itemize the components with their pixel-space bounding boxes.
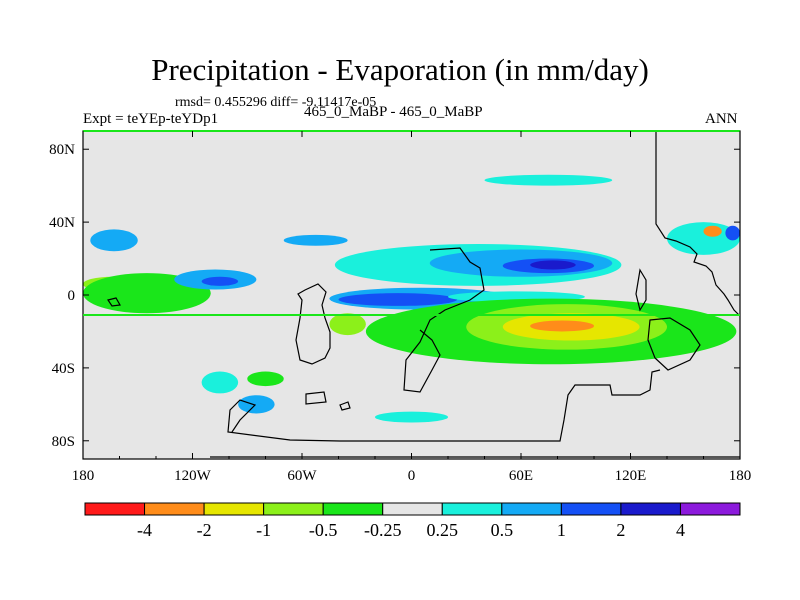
contour-region [667,222,740,255]
x-tick-label: 120E [615,468,647,484]
colorbar-label: 0.25 [427,520,459,540]
colorbar-label: -1 [256,520,271,540]
x-axis-ticks: 180 120W 60W 0 60E 120E 180 [72,131,752,484]
colorbar-box [501,502,562,516]
contour-region [90,229,138,252]
x-tick-label: 60E [509,468,533,484]
contour-region [530,320,594,332]
y-tick-label: 40S [52,361,75,377]
coastline-australia [647,317,701,371]
contour-region [201,276,239,286]
coastlines [107,131,740,458]
contour-region [725,225,740,241]
colorbar-label: 1 [557,520,566,540]
x-tick-label: 0 [408,468,416,484]
contour-region [247,371,284,387]
colorbar-box [144,502,205,516]
colorbar-box [322,502,384,516]
colorbar-box [679,502,741,516]
colorbar-label: -0.25 [364,520,402,540]
y-tick-label: 80N [49,142,75,158]
contour-region [283,234,348,246]
coastline-africa [403,247,485,393]
contour-region [329,313,366,336]
colorbar-box [382,502,443,516]
colorbar-box [84,502,146,516]
contour-region [703,225,722,237]
colorbar-label: 0.5 [491,520,514,540]
colorbar-label: -4 [137,520,152,540]
coastline-islands [107,297,351,411]
colorbar-label: -0.5 [309,520,338,540]
contour-region [530,260,576,270]
coastline-south-america [295,283,331,365]
x-tick-label: 60W [287,468,317,484]
colorbar-label: -2 [197,520,212,540]
colorbar-box [560,502,622,516]
coastline-north-america [655,131,740,317]
x-tick-label: 180 [729,468,752,484]
colorbar-box [263,502,324,516]
experiment-label: Expt = teYEp-teYDp1 [83,111,219,127]
coastline-antarctica [227,369,661,442]
y-tick-label: 0 [68,288,76,304]
y-axis-ticks: 80N 40N 0 40S 80S [49,142,740,450]
contour-region [484,174,613,186]
colorbar-label: 4 [676,520,685,540]
stats-line: rmsd= 0.455296 diff= -9.11417e-05 [175,95,377,110]
x-tick-label: 180 [72,468,95,484]
contour-region [338,293,458,306]
coastline-asia [635,268,647,312]
y-tick-label: 40N [49,215,75,231]
colorbar: -4 -2 -1 -0.5 -0.25 0.25 0.5 1 2 4 [84,502,741,540]
chart-title: Precipitation - Evaporation (in mm/day) [151,52,649,87]
season-label: ANN [705,111,738,127]
y-tick-label: 80S [52,434,75,450]
colorbar-box [203,502,265,516]
colorbar-box [441,502,503,516]
case-label: 465_0_MaBP - 465_0_MaBP [304,104,483,120]
contour-region [201,371,239,394]
colorbar-box [620,502,681,516]
contour-region [375,411,448,423]
contour-region [238,395,275,414]
colorbar-label: 2 [616,520,625,540]
x-tick-label: 120W [174,468,212,484]
